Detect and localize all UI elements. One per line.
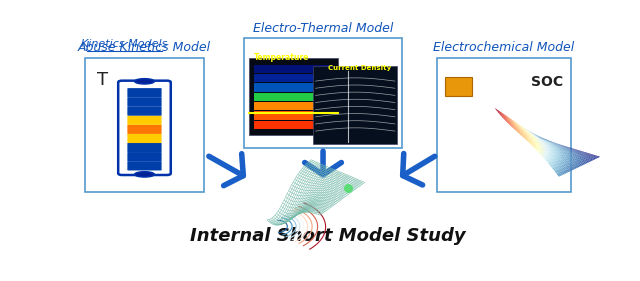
FancyBboxPatch shape: [127, 97, 161, 106]
Text: Current Density: Current Density: [328, 65, 391, 71]
FancyBboxPatch shape: [313, 66, 397, 144]
Bar: [253, 83, 333, 92]
FancyBboxPatch shape: [127, 106, 161, 116]
FancyBboxPatch shape: [127, 115, 161, 125]
FancyBboxPatch shape: [127, 152, 161, 161]
Text: SOC: SOC: [531, 75, 564, 89]
Text: Abuse Kinetics Model: Abuse Kinetics Model: [78, 41, 211, 54]
Ellipse shape: [134, 172, 154, 177]
Text: Internal Short Model Study: Internal Short Model Study: [190, 227, 466, 245]
Text: Temperature: Temperature: [253, 53, 309, 62]
Text: Electrochemical Model: Electrochemical Model: [433, 41, 575, 54]
Bar: [445, 77, 472, 96]
Text: Electro-Thermal Model: Electro-Thermal Model: [253, 22, 393, 35]
FancyBboxPatch shape: [127, 88, 161, 98]
Bar: [253, 74, 333, 82]
FancyBboxPatch shape: [127, 161, 161, 171]
Text: T: T: [97, 71, 109, 89]
Bar: [253, 121, 333, 129]
Bar: [253, 93, 333, 101]
Bar: [253, 102, 333, 110]
FancyBboxPatch shape: [127, 125, 161, 134]
Text: Kinetics Models: Kinetics Models: [81, 39, 168, 49]
FancyBboxPatch shape: [127, 143, 161, 152]
Bar: [253, 111, 333, 120]
Bar: [253, 65, 333, 73]
FancyBboxPatch shape: [127, 134, 161, 143]
FancyBboxPatch shape: [249, 58, 338, 135]
Ellipse shape: [134, 79, 154, 84]
